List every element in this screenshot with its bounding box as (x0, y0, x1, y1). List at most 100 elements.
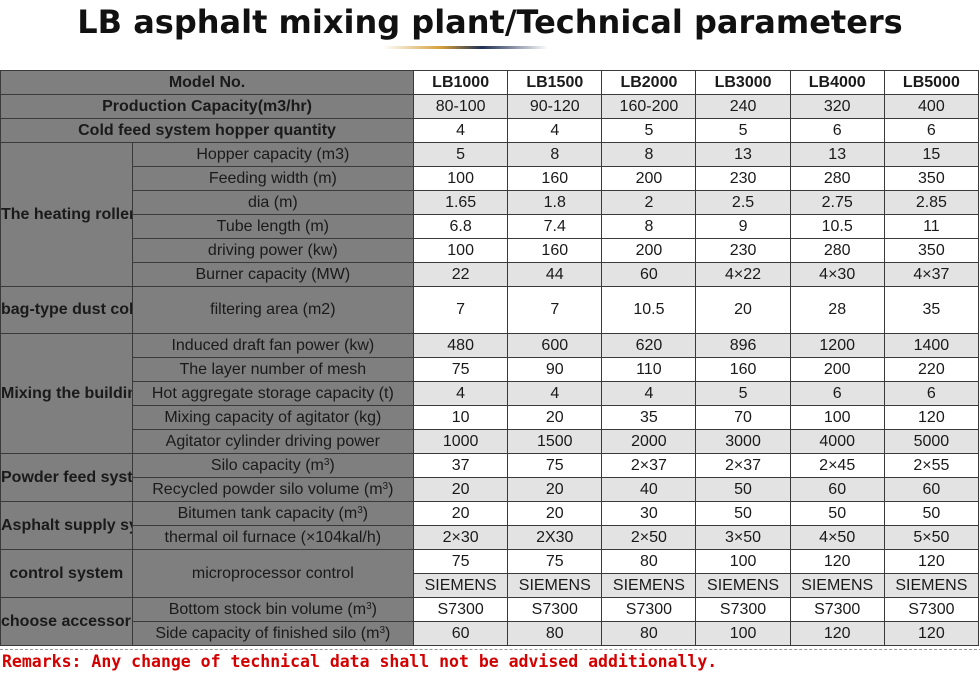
table-row: bag-type dust collector filtering area (… (0, 286, 980, 334)
row-label: Cold feed system hopper quantity (0, 118, 415, 143)
table-cell: 75 (413, 549, 509, 574)
unit-superscript: 3 (382, 480, 389, 492)
table-cell: 20 (695, 286, 791, 334)
category-powder-feed: Powder feed system (0, 453, 133, 502)
table-cell: 80 (601, 549, 697, 574)
table-cell: 20 (507, 501, 603, 526)
table-row: Side capacity of finished silo (m3) 60 8… (1, 621, 980, 646)
table-cell: SIEMENS (789, 573, 885, 598)
table-cell: 75 (413, 357, 509, 382)
table-cell: 7 (413, 286, 509, 334)
table-cell: 1.65 (413, 190, 509, 215)
table-cell: 120 (883, 621, 980, 646)
table-cell: SIEMENS (507, 573, 603, 598)
table-cell: 11 (883, 214, 980, 239)
table-cell: 75 (507, 549, 603, 574)
table-row: The heating roller Hopper capacity (m3) … (0, 142, 980, 287)
row-label: Production Capacity(m3/hr) (0, 94, 415, 119)
category-accessories: choose accessories (0, 597, 133, 646)
row-label: Tube length (m) (131, 214, 415, 239)
table-cell: 90 (507, 357, 603, 382)
table-cell: 5000 (883, 429, 980, 454)
row-label-text: Bottom stock bin volume (m (168, 600, 367, 618)
row-label-text: Bitumen tank capacity (m (177, 504, 358, 522)
table-cell: 2×55 (883, 453, 980, 478)
table-row: control system microprocessor control 75… (0, 549, 980, 598)
row-label: Mixing capacity of agitator (kg) (131, 405, 415, 430)
row-label-close: ) (388, 480, 394, 498)
row-label: Induced draft fan power (kw) (131, 333, 415, 358)
table-cell: 4 (413, 381, 509, 406)
title-underline-decoration (383, 46, 548, 49)
table-row: driving power (kw) 100 160 200 230 280 3… (1, 238, 980, 263)
table-row: Feeding width (m) 100 160 200 230 280 35… (1, 166, 980, 191)
table-cell: 1200 (789, 333, 885, 358)
table-cell: 100 (413, 238, 509, 263)
page-title: LB asphalt mixing plant/Technical parame… (77, 3, 903, 41)
table-cell: 2×45 (789, 453, 885, 478)
row-label-text: Side capacity of finished silo (m (155, 624, 380, 642)
table-cell: 120 (883, 549, 980, 574)
table-cell: 90-120 (507, 94, 603, 119)
table-cell: 10 (413, 405, 509, 430)
table-header-row: Model No. LB1000 LB1500 LB2000 LB3000 LB… (0, 70, 980, 95)
table-cell: 37 (413, 453, 509, 478)
table-cell: 200 (789, 357, 885, 382)
row-label-close: ) (385, 624, 391, 642)
table-cell: 9 (695, 214, 791, 239)
table-cell: 7 (507, 286, 603, 334)
table-cell: 20 (507, 405, 603, 430)
table-cell: 200 (601, 238, 697, 263)
model-header: LB3000 (695, 70, 791, 95)
table-cell: 2.75 (789, 190, 885, 215)
table-cell: 6 (883, 381, 980, 406)
table-cell: 4 (507, 118, 603, 143)
table-cell: 280 (789, 238, 885, 263)
row-label: filtering area (m2) (131, 286, 415, 334)
table-cell: 8 (507, 142, 603, 167)
table-cell: 5 (601, 118, 697, 143)
table-cell: 50 (883, 501, 980, 526)
table-cell: SIEMENS (695, 573, 791, 598)
table-cell: 1400 (883, 333, 980, 358)
unit-superscript: 3 (357, 504, 363, 516)
row-label: driving power (kw) (131, 238, 415, 263)
table-cell: SIEMENS (413, 573, 509, 598)
table-cell: 230 (695, 166, 791, 191)
table-cell: 80-100 (413, 94, 509, 119)
table-cell: 160 (507, 166, 603, 191)
table-cell: 40 (601, 477, 697, 502)
table-cell: S7300 (883, 597, 980, 622)
model-no-label: Model No. (0, 70, 415, 95)
table-cell: 5 (695, 118, 791, 143)
table-row: choose accessories Bottom stock bin volu… (0, 597, 980, 646)
table-cell: 400 (883, 94, 980, 119)
table-cell: 28 (789, 286, 885, 334)
table-cell: 13 (695, 142, 791, 167)
table-cell: 160 (695, 357, 791, 382)
row-label: Bottom stock bin volume (m3) (131, 597, 415, 622)
table-cell: 350 (883, 238, 980, 263)
table-cell: 20 (507, 477, 603, 502)
table-cell: 60 (883, 477, 980, 502)
table-cell: 200 (601, 166, 697, 191)
table-cell: 100 (695, 549, 791, 574)
table-cell: 2×37 (695, 453, 791, 478)
model-header: LB4000 (789, 70, 885, 95)
table-row: Tube length (m) 6.8 7.4 8 9 10.5 11 (1, 214, 980, 239)
row-label: thermal oil furnace (×104kal/h) (131, 525, 415, 550)
table-cell: 6 (789, 381, 885, 406)
row-label-close: ) (329, 456, 335, 474)
table-cell: 75 (507, 453, 603, 478)
table-row: The layer number of mesh 75 90 110 160 2… (1, 357, 980, 382)
table-cell: 896 (695, 333, 791, 358)
table-cell: 20 (413, 501, 509, 526)
table-row: Asphalt supply system Bitumen tank capac… (0, 501, 980, 550)
table-cell: 4 (601, 381, 697, 406)
table-cell: 3×50 (695, 525, 791, 550)
unit-superscript: 3 (379, 624, 385, 636)
model-header: LB5000 (883, 70, 980, 95)
table-cell: 6 (883, 118, 980, 143)
table-cell: 2×37 (601, 453, 697, 478)
table-cell: 15 (883, 142, 980, 167)
